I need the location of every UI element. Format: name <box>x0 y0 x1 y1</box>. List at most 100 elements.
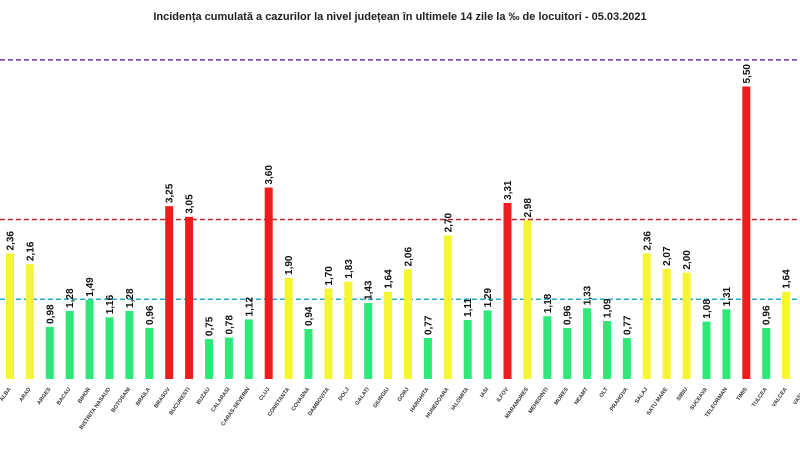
category-label: MEHEDINTI <box>528 386 551 415</box>
category-label: VASLUI <box>792 386 800 406</box>
bar <box>463 319 472 379</box>
bar <box>284 277 293 379</box>
category-label: BRAILA <box>135 387 152 407</box>
category-label: CLUJ <box>258 387 271 402</box>
bar-value-label: 1,12 <box>244 297 255 317</box>
bar <box>65 310 74 379</box>
bar <box>244 319 253 379</box>
bar <box>503 202 512 379</box>
category-label: SUCEAVA <box>689 387 709 412</box>
chart-title: Incidența cumulată a cazurilor la nivel … <box>153 11 647 23</box>
category-label: OLT <box>599 386 610 399</box>
bar-value-label: 0,78 <box>224 315 235 335</box>
category-label: GORJ <box>397 387 411 403</box>
bar-value-label: 0,98 <box>45 304 56 324</box>
category-label: BUZAU <box>196 387 212 406</box>
category-label: SATU MARE <box>646 386 670 416</box>
bar <box>583 308 592 379</box>
bar-value-label: 1,18 <box>543 293 554 313</box>
bar-value-label: 1,08 <box>702 299 713 319</box>
bar <box>145 327 154 379</box>
bar-value-label: 2,16 <box>25 241 36 261</box>
bar <box>404 269 412 379</box>
category-label: BRASOV <box>153 386 172 409</box>
bar-value-label: 1,90 <box>284 255 295 275</box>
category-label: TULCEA <box>751 387 769 409</box>
category-label: VALCEA <box>771 387 789 409</box>
category-label: TIMIS <box>736 386 750 402</box>
category-label: NEAMT <box>574 386 590 406</box>
bar-value-label: 1,16 <box>105 294 116 314</box>
category-label: PRAHOVA <box>609 387 629 413</box>
bar <box>563 327 572 379</box>
bar <box>25 264 34 379</box>
bar-value-label: 2,36 <box>6 231 17 251</box>
category-label: BUCURESTI <box>168 386 192 416</box>
bar-value-label: 0,77 <box>423 315 434 335</box>
bar <box>45 326 54 379</box>
bar-value-label: 1,33 <box>583 285 594 305</box>
bar <box>304 329 313 379</box>
bar-value-label: 0,96 <box>145 305 156 325</box>
bar <box>324 288 333 379</box>
category-label: CONSTANTA <box>267 387 291 418</box>
category-label: SALAJ <box>634 387 649 405</box>
bar-value-label: 2,70 <box>443 213 454 233</box>
category-label: BIHOR <box>77 387 92 405</box>
category-label: HARGHITA <box>409 387 430 414</box>
bar-value-label: 1,83 <box>344 259 355 279</box>
bar-value-label: 3,60 <box>264 165 275 185</box>
bar <box>523 220 532 379</box>
bar <box>384 291 393 379</box>
category-label: DOLJ <box>338 387 351 402</box>
bar-value-label: 1,31 <box>722 286 733 306</box>
bar-value-label: 0,77 <box>622 315 633 335</box>
category-label: DAMBOVITA <box>307 387 331 417</box>
bar-value-label: 0,94 <box>304 306 315 326</box>
bar-value-label: 5,50 <box>742 64 753 84</box>
bar <box>105 317 114 379</box>
bar-value-label: 2,07 <box>662 246 673 266</box>
category-label: GALATI <box>354 386 371 406</box>
bar-value-label: 1,43 <box>364 280 375 300</box>
bar <box>205 339 213 379</box>
bar <box>742 86 751 379</box>
bar-value-label: 2,06 <box>404 247 415 267</box>
category-label: GIURGIU <box>372 387 390 410</box>
bar-value-label: 1,28 <box>65 288 76 308</box>
bar <box>662 268 671 379</box>
bar-value-label: 1,28 <box>125 288 136 308</box>
bar <box>85 299 94 379</box>
bar-value-label: 1,49 <box>85 277 96 297</box>
category-label: IALOMITA <box>450 387 470 412</box>
bar-value-label: 2,98 <box>523 198 534 218</box>
bar <box>702 321 711 379</box>
category-label: ILFOV <box>496 386 510 403</box>
bar-value-label: 1,09 <box>603 298 614 318</box>
bar <box>264 187 273 379</box>
bar <box>165 206 174 379</box>
category-label: COVASNA <box>291 387 311 413</box>
bar <box>642 253 651 379</box>
bar-value-label: 0,75 <box>205 316 216 336</box>
category-label: SIBIU <box>676 387 689 402</box>
bar <box>722 309 731 379</box>
category-label: IASI <box>479 386 490 399</box>
bar <box>224 337 233 379</box>
bar <box>364 302 373 379</box>
bar-value-label: 1,11 <box>463 298 474 317</box>
bar-value-label: 2,36 <box>642 231 653 251</box>
category-label: ARAD <box>19 387 33 403</box>
bar <box>483 310 492 379</box>
category-label: BOTOSANI <box>111 386 133 414</box>
bar <box>344 281 353 379</box>
category-label: BACAU <box>56 387 72 407</box>
bar <box>622 338 631 379</box>
category-label: CALARASI <box>210 386 231 413</box>
bar <box>185 216 194 379</box>
bar-value-label: 3,05 <box>185 194 196 214</box>
bar-value-label: 3,31 <box>503 180 514 200</box>
bar <box>423 338 432 379</box>
bar <box>782 291 791 379</box>
